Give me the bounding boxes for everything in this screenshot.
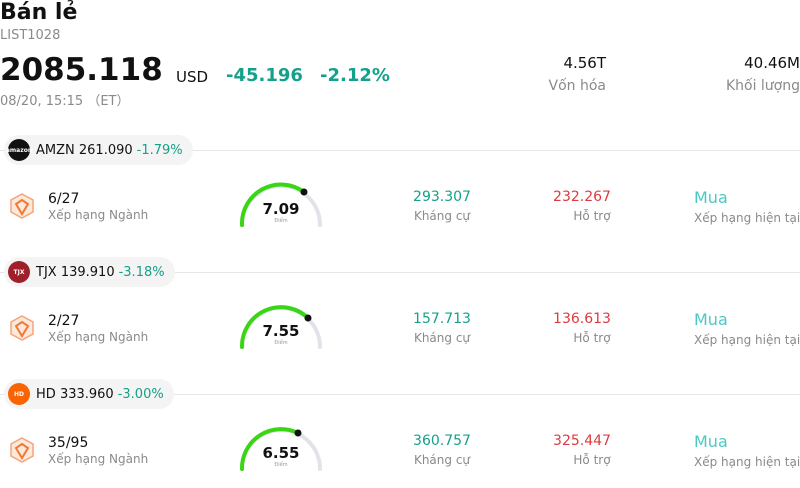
amazon-logo-icon: amazon <box>6 139 32 161</box>
volume-label: Khối lượng <box>725 78 800 94</box>
currency-label: USD <box>176 68 209 86</box>
industry-rank-label: Xếp hạng Ngành <box>48 330 149 344</box>
rating-value: Mua <box>694 310 728 329</box>
stock-chip-tjx[interactable]: TJX TJX 139.910 -3.18% <box>4 257 175 287</box>
stock-change: -3.18% <box>118 264 165 280</box>
rating-label: Xếp hạng hiện tại <box>694 455 800 469</box>
stock-chip-amzn[interactable]: amazon AMZN 261.090 -1.79% <box>4 135 193 165</box>
industry-rank-icon <box>8 314 36 346</box>
tjx-logo-icon: TJX <box>8 261 30 283</box>
industry-rank-icon <box>8 436 36 468</box>
row-divider <box>0 272 800 273</box>
score-label: Điểm <box>274 340 288 346</box>
industry-rank-icon <box>8 192 36 224</box>
home-depot-logo-icon: HD <box>8 383 30 405</box>
resistance-value: 157.713 <box>413 311 471 327</box>
list-code: LIST1028 <box>0 28 61 43</box>
industry-rank-label: Xếp hạng Ngành <box>48 208 149 222</box>
support-label: Hỗ trợ <box>573 453 611 467</box>
stock-change: -1.79% <box>136 142 183 158</box>
stock-change: -3.00% <box>117 386 164 402</box>
score-value: 7.55 <box>262 322 300 340</box>
volume-value: 40.46M <box>744 54 800 72</box>
row-divider <box>0 150 800 151</box>
rating-value: Mua <box>694 432 728 451</box>
score-label: Điểm <box>274 218 288 224</box>
rating-label: Xếp hạng hiện tại <box>694 211 800 225</box>
resistance-label: Kháng cự <box>413 453 471 467</box>
stock-symbol: TJX <box>36 264 57 280</box>
resistance-value: 360.757 <box>413 433 471 449</box>
resistance-label: Kháng cự <box>413 209 471 223</box>
market-cap-value: 4.56T <box>563 54 606 72</box>
index-price: 2085.118 <box>0 52 163 88</box>
support-value: 136.613 <box>553 311 611 327</box>
resistance-label: Kháng cự <box>413 331 471 345</box>
score-value: 7.09 <box>262 200 300 218</box>
timestamp: 08/20, 15:15 （ET） <box>0 94 130 109</box>
stock-price: 139.910 <box>60 264 115 280</box>
industry-rank: 2/27 <box>48 313 80 329</box>
score-gauge <box>236 424 326 478</box>
price-change-percent: -2.12% <box>320 65 390 86</box>
support-value: 232.267 <box>553 189 611 205</box>
score-value: 6.55 <box>262 444 300 462</box>
support-label: Hỗ trợ <box>573 331 611 345</box>
industry-rank: 6/27 <box>48 191 80 207</box>
industry-rank-label: Xếp hạng Ngành <box>48 452 149 466</box>
industry-rank: 35/95 <box>48 435 89 451</box>
support-value: 325.447 <box>553 433 611 449</box>
stock-price: 261.090 <box>78 142 133 158</box>
score-gauge <box>236 302 326 356</box>
page-title: Bán lẻ <box>0 0 78 25</box>
price-change: -45.196 <box>226 65 303 86</box>
row-divider <box>0 394 800 395</box>
stock-chip-hd[interactable]: HD HD 333.960 -3.00% <box>4 379 174 409</box>
market-cap-label: Vốn hóa <box>548 78 606 94</box>
support-label: Hỗ trợ <box>573 209 611 223</box>
rating-label: Xếp hạng hiện tại <box>694 333 800 347</box>
stock-price: 333.960 <box>59 386 114 402</box>
stock-symbol: HD <box>36 386 56 402</box>
resistance-value: 293.307 <box>413 189 471 205</box>
stock-symbol: AMZN <box>36 142 75 158</box>
score-gauge <box>236 180 326 234</box>
rating-value: Mua <box>694 188 728 207</box>
score-label: Điểm <box>274 462 288 468</box>
